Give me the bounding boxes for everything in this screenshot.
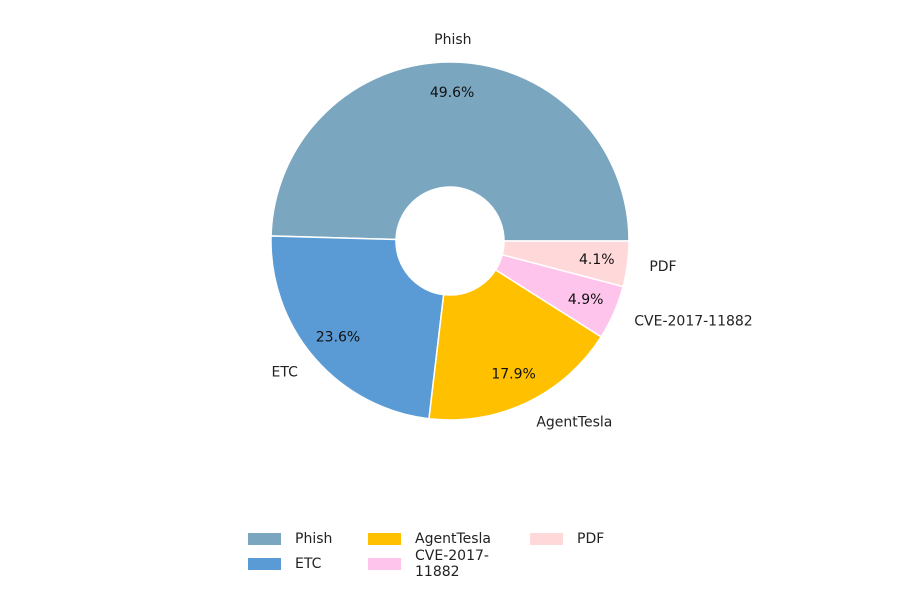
slice-phish [270,61,630,242]
percent-label-agenttesla: 17.9% [491,367,535,383]
legend-swatch [368,557,401,570]
percent-label-cve-2017-11882: 4.9% [568,292,604,308]
legend-label: PDF [577,530,605,547]
legend-label: CVE-2017-11882 [415,547,489,580]
legend: Phish ETC AgentTesla CVE-2017-11882 PDF [248,526,708,580]
slices [270,61,630,421]
legend-swatch [248,557,281,570]
legend-item-pdf: PDF [530,526,650,551]
category-label-cve-2017-11882: CVE-2017-11882 [634,313,752,329]
percent-labels: 49.6% 23.6% 17.9% 4.9% 4.1% [316,85,615,383]
category-labels: Phish ETC AgentTesla CVE-2017-11882 PDF [272,32,753,430]
category-label-phish: Phish [434,32,471,48]
legend-item-agenttesla: AgentTesla [368,526,530,551]
category-label-pdf: PDF [649,259,676,275]
percent-label-pdf: 4.1% [579,252,615,268]
percent-label-etc: 23.6% [316,330,360,346]
legend-label: ETC [295,555,322,572]
slice-pdf [501,240,630,288]
slice-agenttesla [428,268,603,421]
legend-swatch [530,532,563,545]
category-label-agenttesla: AgentTesla [536,415,612,431]
legend-item-cve-2017-11882: CVE-2017-11882 [368,548,530,580]
legend-item-etc: ETC [248,551,368,576]
category-label-etc: ETC [272,364,299,380]
legend-label: AgentTesla [415,530,491,547]
legend-swatch [368,532,401,545]
slice-etc [270,235,445,420]
legend-swatch [248,532,281,545]
legend-item-phish: Phish [248,526,368,551]
percent-label-phish: 49.6% [430,85,474,101]
legend-label: Phish [295,530,333,547]
